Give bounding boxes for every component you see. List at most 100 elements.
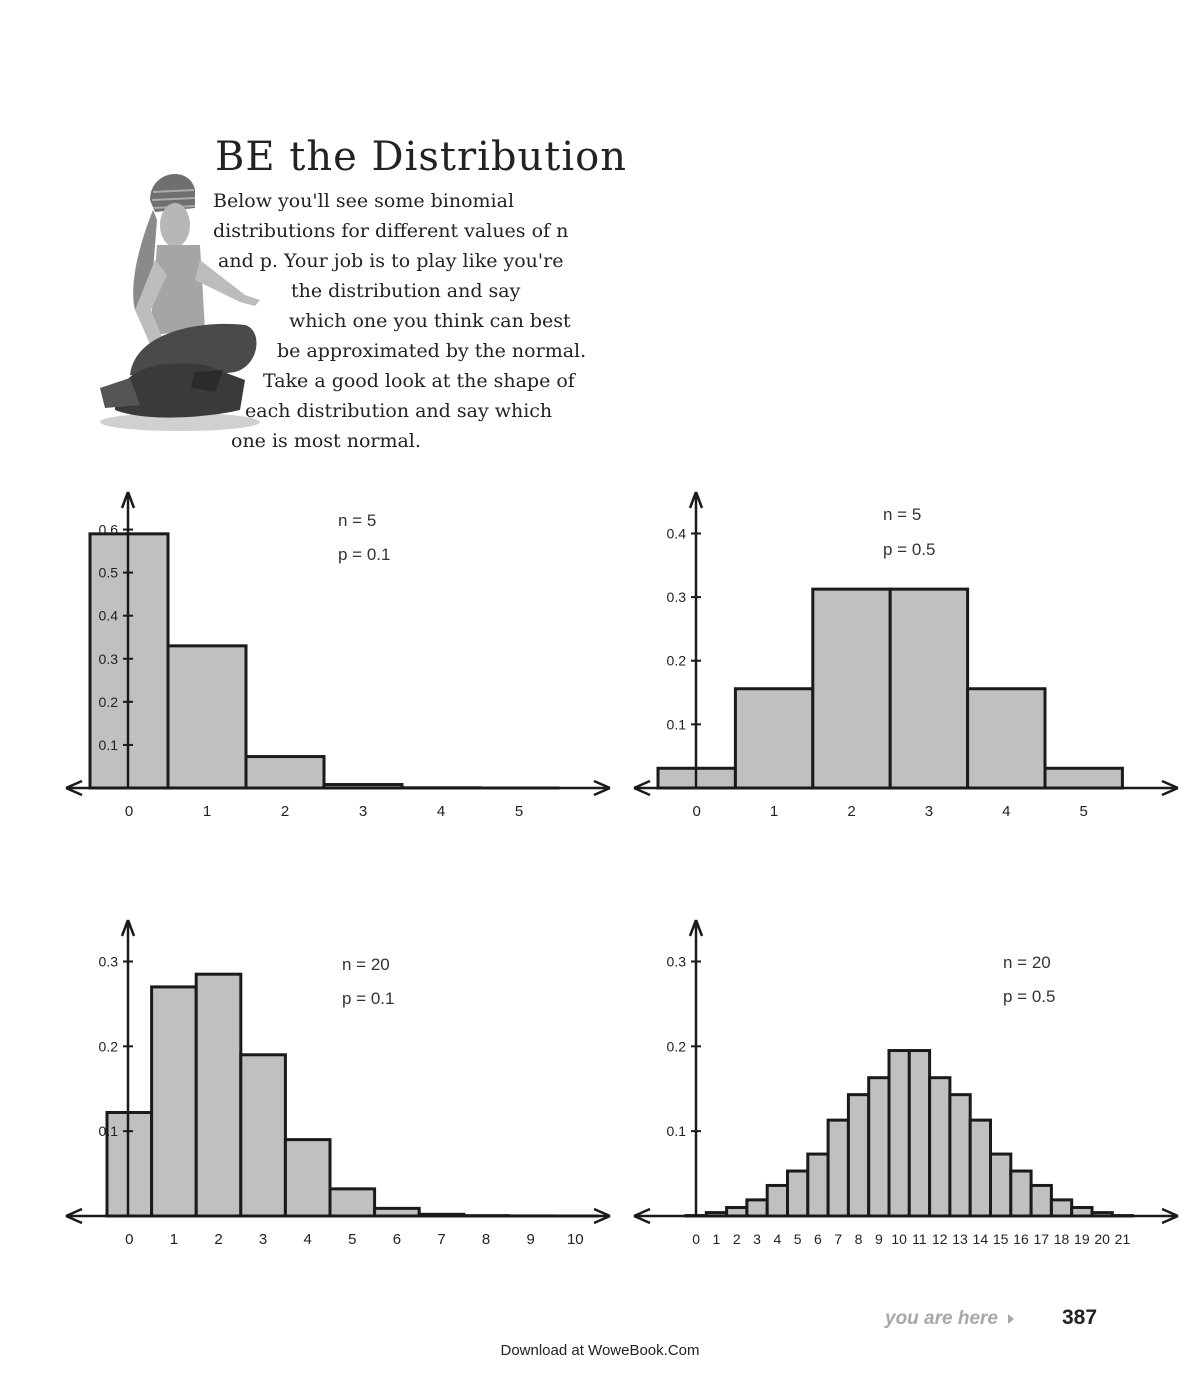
y-tick-label: 0.1 [99, 737, 119, 753]
intro-text: Below you'll see some binomial distribut… [213, 186, 593, 456]
intro-line: each distribution and say which [245, 400, 553, 422]
parameter-annotation: n = 20 [1003, 953, 1051, 972]
x-tick-label: 8 [855, 1231, 863, 1247]
meditating-woman-illustration [100, 173, 260, 431]
bar [811, 587, 892, 790]
x-tick-label: 11 [912, 1231, 927, 1247]
bar [888, 587, 970, 790]
y-tick-label: 0.2 [99, 1038, 119, 1054]
bar [244, 755, 326, 790]
x-tick-label: 10 [567, 1231, 584, 1248]
bar [1029, 1183, 1053, 1218]
page-title: BE the Distribution [215, 134, 627, 180]
x-tick-label: 21 [1115, 1231, 1131, 1247]
intro-line: and p. Your job is to play like you're [218, 250, 564, 272]
parameter-annotation: p = 0.5 [1003, 987, 1055, 1006]
y-tick-label: 0.1 [99, 1123, 119, 1139]
right-arrow-icon [593, 1207, 611, 1225]
x-tick-label: 2 [214, 1231, 222, 1248]
x-tick-label: 1 [203, 803, 211, 820]
bar [989, 1152, 1013, 1218]
x-tick-label: 3 [925, 803, 933, 820]
x-tick-label: 4 [437, 803, 445, 820]
x-tick-label: 0 [693, 803, 701, 820]
bar [887, 1049, 911, 1218]
x-tick-label: 6 [393, 1231, 401, 1248]
x-tick-label: 13 [952, 1231, 968, 1247]
x-tick-label: 3 [359, 803, 367, 820]
bar [907, 1049, 932, 1218]
x-tick-label: 2 [847, 803, 855, 820]
x-tick-label: 1 [170, 1231, 178, 1248]
bar [948, 1093, 972, 1218]
right-arrow-icon [593, 779, 611, 797]
bar [786, 1169, 810, 1218]
x-tick-label: 10 [891, 1231, 907, 1247]
header-block: BE the Distribution Below you'll see som… [95, 130, 655, 470]
x-tick-label: 2 [733, 1231, 741, 1247]
y-tick-label: 0.2 [667, 653, 687, 669]
x-tick-label: 1 [770, 803, 778, 820]
x-tick-label: 4 [1002, 803, 1010, 820]
x-tick-label: 14 [973, 1231, 989, 1247]
x-tick-label: 1 [713, 1231, 721, 1247]
bar [1049, 1198, 1074, 1218]
you-are-here-label: you are here [885, 1308, 998, 1329]
left-arrow-icon [65, 1207, 83, 1225]
x-tick-label: 7 [834, 1231, 842, 1247]
x-tick-label: 3 [753, 1231, 761, 1247]
bar [846, 1093, 871, 1218]
left-arrow-icon [633, 779, 651, 797]
right-triangle-icon [1008, 1314, 1014, 1324]
x-tick-label: 5 [794, 1231, 802, 1247]
intro-line: be approximated by the normal. [277, 340, 587, 362]
x-tick-label: 5 [1080, 803, 1088, 820]
bar [166, 644, 248, 790]
right-arrow-icon [1161, 779, 1179, 797]
y-tick-label: 0.3 [667, 589, 687, 605]
parameter-annotation: p = 0.1 [338, 545, 390, 564]
bar [283, 1138, 332, 1218]
page-number: 387 [1062, 1306, 1098, 1329]
bar [725, 1206, 749, 1218]
y-tick-label: 0.1 [667, 1123, 687, 1139]
binomial-chart-n5-p05: 0.1 0.2 0.3 0.4 0 1 2 3 4 5 n = 5 p = 0.5 [628, 490, 1188, 835]
up-arrow-icon [688, 491, 704, 509]
parameter-annotation: n = 5 [883, 505, 921, 524]
bar [1043, 766, 1124, 790]
parameter-annotation: n = 20 [342, 955, 390, 974]
bar [806, 1152, 830, 1218]
intro-line: Below you'll see some binomial [213, 190, 515, 212]
x-tick-label: 9 [527, 1231, 535, 1248]
bar [867, 1076, 891, 1218]
x-tick-label: 18 [1054, 1231, 1070, 1247]
x-tick-label: 19 [1074, 1231, 1090, 1247]
parameter-annotation: p = 0.5 [883, 540, 935, 559]
bar [966, 687, 1047, 790]
intro-line: the distribution and say [291, 280, 521, 302]
x-tick-label: 4 [304, 1231, 312, 1248]
intro-line: distributions for different values of n [213, 220, 569, 242]
y-tick-label: 0.2 [99, 694, 119, 710]
y-tick-label: 0.5 [99, 565, 119, 581]
y-tick-label: 0.1 [667, 716, 687, 732]
intro-line: one is most normal. [231, 430, 421, 452]
parameter-annotation: n = 5 [338, 511, 376, 530]
x-tick-label: 4 [773, 1231, 781, 1247]
binomial-chart-n20-p05: 0.1 0.2 0.3 0 1 2 3 4 5 6 7 8 9 10 11 12 13 14 15 16 17 18 19 2… [628, 918, 1188, 1263]
y-tick-label: 0.4 [99, 608, 119, 624]
x-tick-label: 8 [482, 1231, 490, 1248]
left-arrow-icon [633, 1207, 651, 1225]
bar [239, 1053, 287, 1218]
parameter-annotation: p = 0.1 [342, 989, 394, 1008]
up-arrow-icon [120, 919, 136, 937]
y-tick-label: 0.6 [99, 522, 119, 538]
y-tick-label: 0.3 [667, 953, 687, 969]
y-tick-label: 0.3 [99, 651, 119, 667]
intro-line: Take a good look at the shape of [263, 370, 575, 392]
x-tick-label: 5 [515, 803, 523, 820]
bar [968, 1118, 993, 1218]
bar [745, 1198, 769, 1218]
bar [328, 1187, 377, 1218]
x-tick-label: 3 [259, 1231, 267, 1248]
